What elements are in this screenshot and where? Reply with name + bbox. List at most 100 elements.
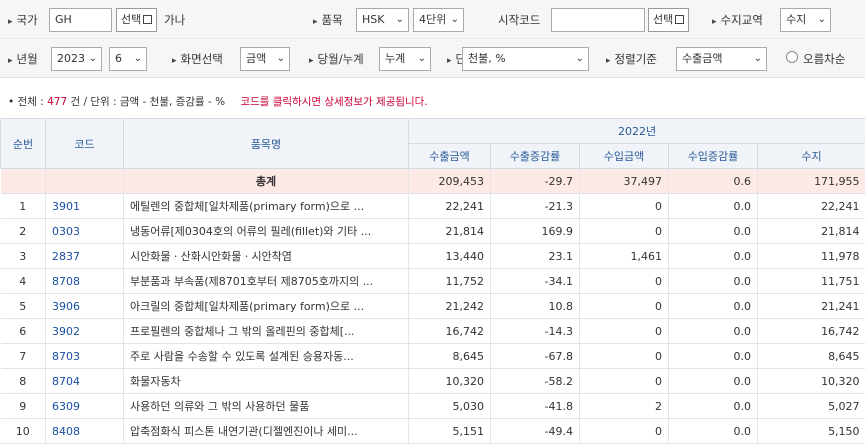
total-count: 477 [47, 96, 68, 108]
row-export-amount: 8,645 [408, 343, 491, 369]
filter-panel: ▸ 국가 GH 선택 가나 ▸ 품목 HSK ⌄ 4단위 ⌄ 시작코드 선택 ▸ 수지교역… [0, 0, 865, 78]
header-name[interactable]: 품목명 [123, 118, 409, 169]
total-export-change: -29.7 [490, 168, 580, 194]
row-balance: 21,241 [756, 293, 865, 319]
start-code-label: 시작코드 [498, 13, 541, 27]
item-unit-select[interactable]: 4단위 ⌄ [413, 8, 464, 32]
row-export-change: -67.8 [490, 343, 580, 369]
item-type-select[interactable]: HSK ⌄ [356, 8, 409, 32]
chevron-down-icon: ⌄ [575, 53, 584, 64]
table-row: 10 8408 압축점화식 피스톤 내연기관(디젤엔진이나 세미... 5,151 -4… [0, 418, 865, 444]
ascending-radio[interactable] [786, 51, 798, 63]
table-row: 6 3902 프로필렌의 중합체나 그 밖의 올레핀의 중합체[... 16,742-… [0, 318, 865, 344]
row-balance: 11,751 [756, 268, 865, 294]
row-code-link[interactable]: 6309 [45, 393, 124, 419]
row-item-name: 에틸렌의 중합체[일차제품(primary form)으로 ... [123, 193, 409, 219]
row-code-link[interactable]: 3906 [45, 293, 124, 319]
sort-label: ▸ 정렬기준 [606, 52, 657, 66]
row-rank: 9 [0, 393, 46, 419]
row-code-link[interactable]: 3901 [45, 193, 124, 219]
row-balance: 10,320 [756, 368, 865, 394]
row-item-name: 냉동어류[제0304호의 어류의 필레(fillet)와 기타 ... [123, 218, 409, 244]
row-import-change: 0.0 [668, 218, 758, 244]
chevron-down-icon: ⌄ [450, 14, 459, 25]
header-export-amount[interactable]: 수출금액 [408, 143, 491, 169]
chevron-down-icon: ⌄ [133, 53, 142, 64]
code-click-notice: 코드를 클릭하시면 상세정보가 제공됩니다. [240, 96, 428, 108]
row-import-change: 0.0 [668, 368, 758, 394]
header-rank[interactable]: 순번 [0, 118, 46, 169]
row-export-amount: 16,742 [408, 318, 491, 344]
external-link-icon [675, 15, 685, 24]
unit-select[interactable]: 천불, % ⌄ [462, 47, 589, 71]
row-item-name: 아크릴의 중합체[일차제품(primary form)으로 ... [123, 293, 409, 319]
summary-bullet: • [8, 96, 18, 108]
row-item-name: 압축점화식 피스톤 내연기관(디젤엔진이나 세미... [123, 418, 409, 444]
row-rank: 3 [0, 243, 46, 269]
result-summary: • 전체 : 477 건 / 단위 : 금액 - 천불, 증감률 - % 코드를… [8, 94, 428, 109]
row-import-change: 0.0 [668, 193, 758, 219]
total-import-amount: 37,497 [579, 168, 669, 194]
year-select[interactable]: 2023 ⌄ [51, 47, 102, 71]
row-import-amount: 0 [579, 218, 669, 244]
start-code-select-button[interactable]: 선택 [648, 8, 690, 32]
trade-select[interactable]: 수지 ⌄ [780, 8, 831, 32]
row-import-amount: 0 [579, 193, 669, 219]
total-label: 전체 : [17, 96, 44, 108]
row-export-amount: 21,814 [408, 218, 491, 244]
row-import-change: 0.0 [668, 418, 758, 444]
trade-label: ▸ 수지교역 [712, 13, 763, 27]
row-rank: 8 [0, 368, 46, 394]
start-code-input[interactable] [551, 8, 645, 32]
row-code-link[interactable]: 0303 [45, 218, 124, 244]
row-export-amount: 11,752 [408, 268, 491, 294]
row-export-amount: 5,030 [408, 393, 491, 419]
total-code-cell [45, 168, 124, 194]
header-import-amount[interactable]: 수입금액 [579, 143, 669, 169]
row-rank: 1 [0, 193, 46, 219]
country-select-button[interactable]: 선택 [116, 8, 158, 32]
row-item-name: 프로필렌의 중합체나 그 밖의 올레핀의 중합체[... [123, 318, 409, 344]
total-rank-cell [0, 168, 46, 194]
row-code-link[interactable]: 8704 [45, 368, 124, 394]
row-balance: 5,150 [756, 418, 865, 444]
chevron-down-icon: ⌄ [88, 53, 97, 64]
total-label: 총계 [123, 168, 409, 194]
row-export-amount: 22,241 [408, 193, 491, 219]
country-input[interactable]: GH [49, 8, 112, 32]
row-import-amount: 0 [579, 418, 669, 444]
row-rank: 7 [0, 343, 46, 369]
row-import-amount: 0 [579, 343, 669, 369]
header-code[interactable]: 코드 [45, 118, 124, 169]
screen-select[interactable]: 금액 ⌄ [240, 47, 290, 71]
total-balance: 171,955 [756, 168, 865, 194]
row-code-link[interactable]: 8708 [45, 268, 124, 294]
chevron-down-icon: ⌄ [276, 53, 285, 64]
row-code-link[interactable]: 3902 [45, 318, 124, 344]
month-select[interactable]: 6 ⌄ [109, 47, 147, 71]
row-import-change: 0.0 [668, 393, 758, 419]
table-body: 총계 209,453 -29.7 37,497 0.6 171,955 1 390… [0, 168, 865, 444]
ascending-label: 오름차순 [803, 52, 846, 66]
row-balance: 11,978 [756, 243, 865, 269]
row-item-name: 화물자동차 [123, 368, 409, 394]
row-code-link[interactable]: 8408 [45, 418, 124, 444]
total-row: 총계 209,453 -29.7 37,497 0.6 171,955 [0, 168, 865, 194]
header-balance[interactable]: 수지 [756, 143, 865, 169]
table-row: 1 3901 에틸렌의 중합체[일차제품(primary form)으로 ... 22… [0, 193, 865, 219]
row-code-link[interactable]: 2837 [45, 243, 124, 269]
table-row: 7 8703 주로 사람을 수송할 수 있도록 설계된 승용자동... 8,645 -6… [0, 343, 865, 369]
header-import-change[interactable]: 수입증감률 [668, 143, 758, 169]
sort-select[interactable]: 수출금액 ⌄ [676, 47, 767, 71]
row-balance: 8,645 [756, 343, 865, 369]
year-label: ▸ 년월 [8, 52, 38, 66]
row-code-link[interactable]: 8703 [45, 343, 124, 369]
row-import-change: 0.0 [668, 268, 758, 294]
row-export-change: 10.8 [490, 293, 580, 319]
unit-description: / 단위 : 금액 - 천불, 증감률 - % [83, 96, 226, 108]
header-export-change[interactable]: 수출증감률 [490, 143, 580, 169]
row-export-change: -41.8 [490, 393, 580, 419]
table-row: 4 8708 부분품과 부속품(제8701호부터 제8705호까지의 ... 11,7… [0, 268, 865, 294]
period-select[interactable]: 누계 ⌄ [379, 47, 431, 71]
header-row-1: 순번 코드 품목명 2022년 [0, 118, 865, 169]
